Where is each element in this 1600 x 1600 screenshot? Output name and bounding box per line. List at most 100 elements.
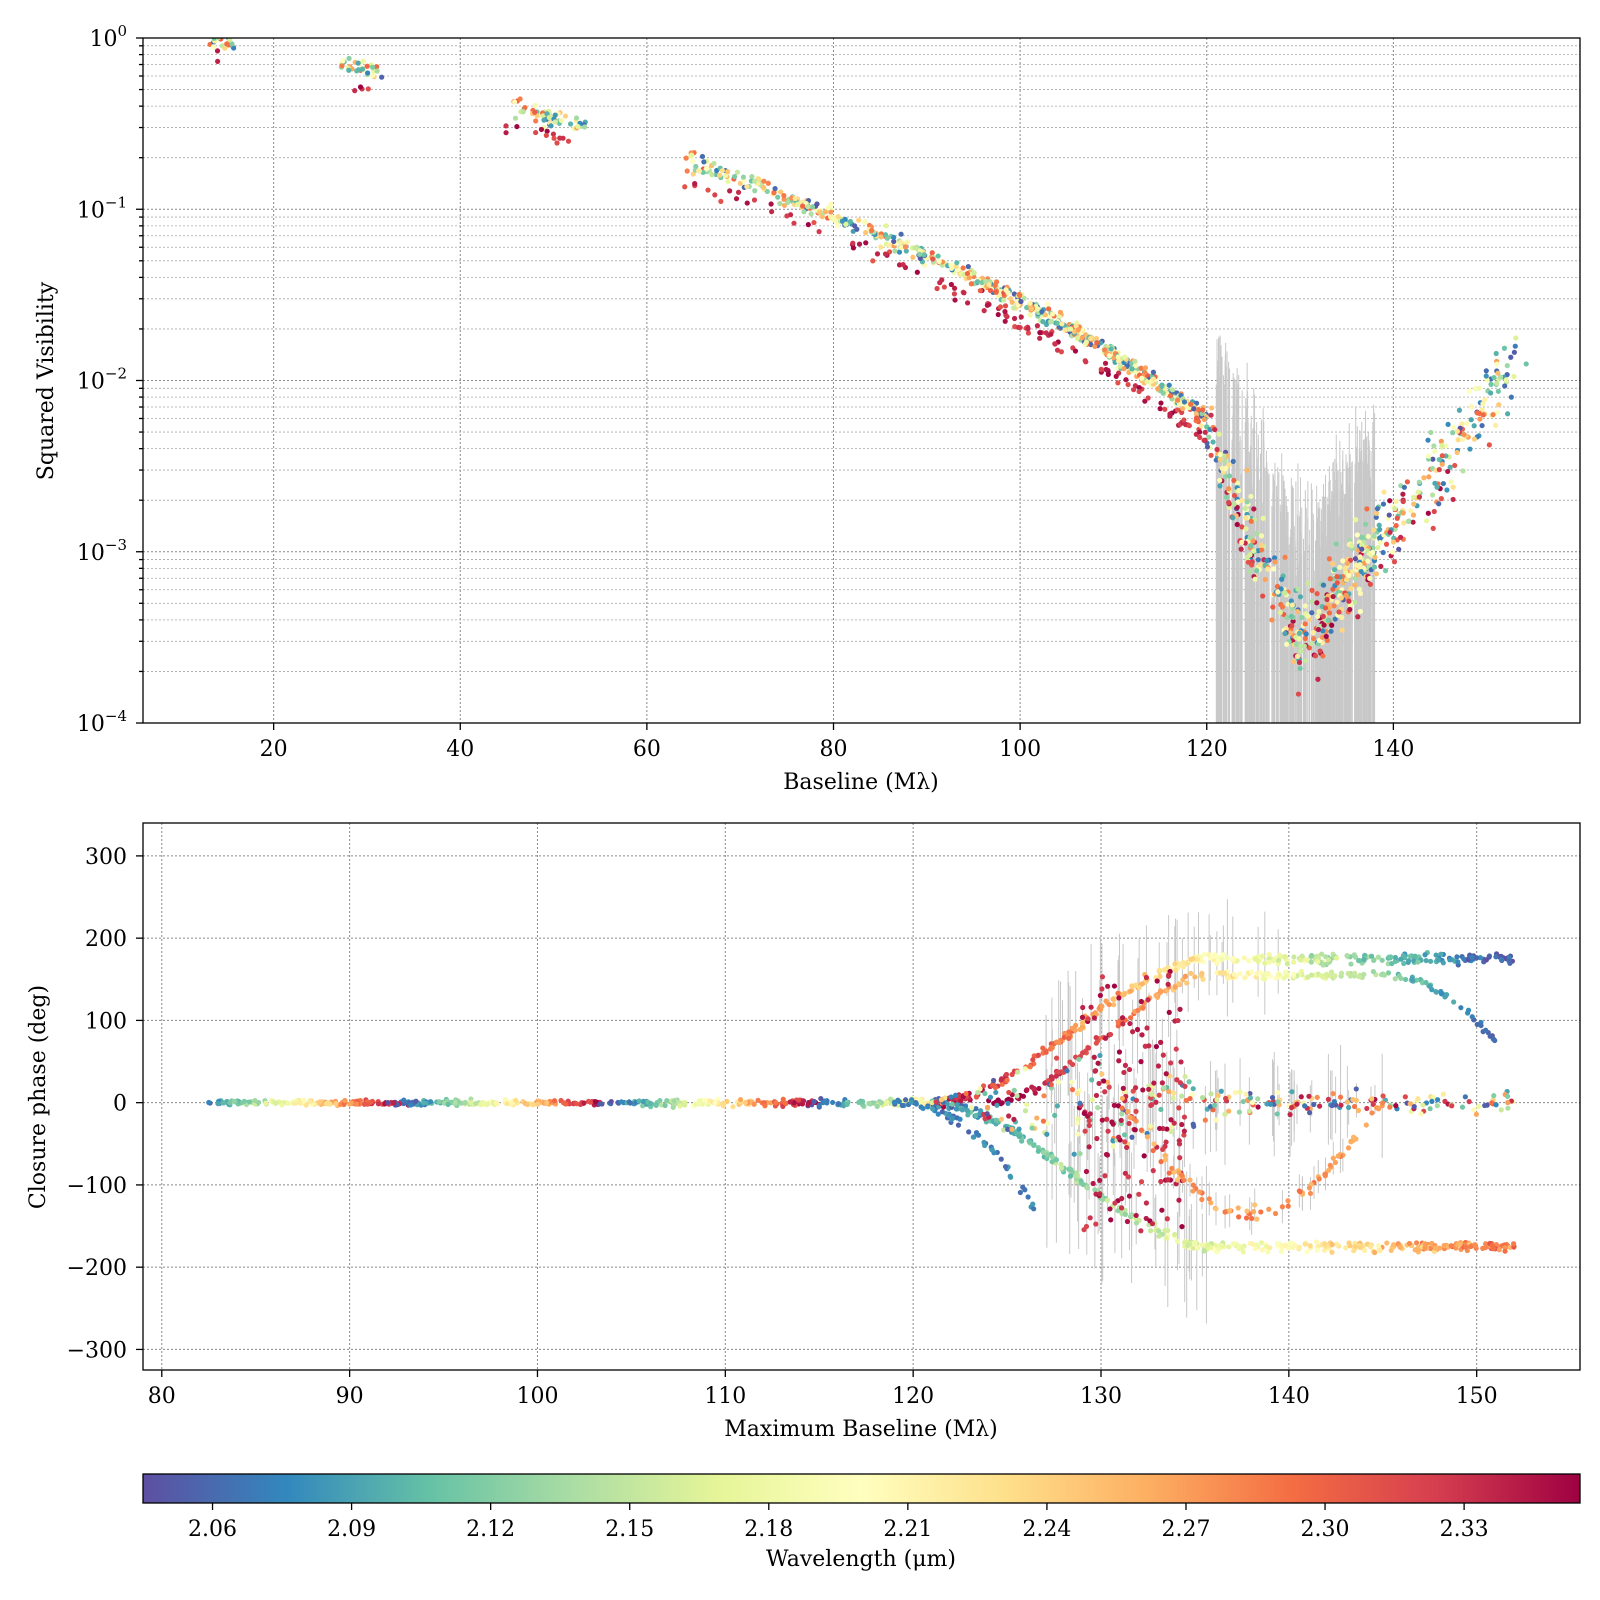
closure-phase-point (1172, 961, 1178, 967)
visibility-point (1239, 524, 1245, 530)
closure-phase-point (800, 1098, 807, 1104)
closure-phase-point (1172, 984, 1178, 990)
closure-phase-point (1258, 1209, 1264, 1215)
visibility-point (960, 265, 966, 271)
visibility-point (1431, 508, 1437, 515)
visibility-point (1217, 477, 1223, 483)
visibility-point (1336, 609, 1342, 615)
visibility-point (1334, 574, 1340, 580)
visibility-point (1494, 409, 1500, 416)
visibility-point (1339, 614, 1345, 621)
visibility-point (862, 219, 868, 226)
closure-phase-point (899, 1102, 905, 1109)
closure-phase-point (1422, 952, 1428, 958)
visibility-point (1323, 633, 1329, 640)
visibility-point (1488, 390, 1494, 396)
closure-phase-point (1227, 1208, 1233, 1214)
visibility-point (1400, 510, 1406, 516)
closure-phase-point (1176, 1141, 1183, 1147)
closure-phase-point (1015, 1069, 1021, 1075)
visibility-point (1197, 434, 1203, 441)
visibility-point (1439, 461, 1445, 467)
closure-phase-point (1102, 1035, 1109, 1041)
visibility-point (769, 209, 775, 215)
closure-phase-frame (142, 822, 1581, 1371)
closure-phase-point (952, 1092, 959, 1098)
visibility-point (1181, 417, 1187, 423)
visibility-point (1115, 380, 1121, 386)
visibility-point (1429, 492, 1436, 498)
closure-phase-x-tick-label: 140 (1268, 1384, 1310, 1409)
visibility-point (1050, 311, 1056, 317)
closure-phase-point (1157, 973, 1163, 980)
visibility-point (1269, 617, 1275, 623)
visibility-point (1456, 407, 1463, 413)
visibility-point (1426, 474, 1432, 480)
closure-phase-point (1133, 1108, 1139, 1115)
closure-phase-point (1409, 976, 1415, 982)
visibility-point (1272, 559, 1278, 565)
closure-phase-point (1124, 1144, 1130, 1151)
visibility-point (792, 195, 798, 202)
visibility-point (1270, 604, 1276, 610)
closure-phase-point (963, 1090, 969, 1097)
closure-phase-point (1314, 1247, 1320, 1253)
closure-phase-point (998, 1156, 1004, 1162)
visibility-point (1278, 586, 1284, 592)
visibility-point (1333, 541, 1339, 547)
visibility-point (1387, 529, 1393, 535)
closure-phase-point (1192, 1239, 1198, 1246)
closure-phase-point (1213, 953, 1219, 959)
closure-phase-point (1035, 1144, 1041, 1151)
closure-phase-point (1029, 1125, 1035, 1131)
closure-phase-point (957, 1116, 963, 1122)
closure-phase-point (1099, 1117, 1105, 1123)
closure-phase-point (1329, 1242, 1335, 1248)
visibility-point (843, 221, 849, 227)
closure-phase-point (1182, 1083, 1188, 1090)
closure-phase-point (699, 1101, 705, 1107)
closure-phase-point (1199, 970, 1205, 976)
closure-phase-point (1361, 971, 1367, 977)
visibility-point (1067, 326, 1074, 332)
visibility-point (705, 187, 711, 193)
closure-phase-point (1237, 971, 1243, 977)
closure-phase-point (1283, 969, 1289, 976)
closure-phase-point (982, 1090, 988, 1097)
visibility-point (781, 192, 787, 199)
closure-phase-point (1330, 1155, 1336, 1161)
visibility-point (1362, 521, 1369, 527)
visibility-point (778, 189, 784, 195)
visibility-point (1357, 608, 1364, 615)
visibility-point (1387, 498, 1393, 504)
visibility-point (1231, 501, 1237, 507)
visibility-point (733, 196, 740, 202)
visibility-point (1378, 563, 1384, 569)
closure-phase-point (1190, 1182, 1196, 1188)
closure-phase-point (1095, 1105, 1101, 1111)
visibility-point (1408, 508, 1414, 514)
visibility-point (744, 200, 750, 206)
visibility-point (1356, 586, 1362, 592)
closure-phase-x-label: Maximum Baseline (Mλ) (724, 1417, 997, 1442)
closure-phase-point (1116, 1049, 1123, 1055)
closure-phase-point (973, 1130, 980, 1136)
closure-phase-point (1166, 1088, 1172, 1095)
visibility-point (1319, 634, 1325, 640)
closure-phase-point (1014, 1093, 1020, 1099)
closure-phase-point (1156, 1092, 1162, 1098)
visibility-point (365, 86, 371, 92)
visibility-point (364, 63, 370, 69)
closure-phase-point (421, 1100, 427, 1106)
closure-phase-point (1402, 976, 1409, 983)
closure-phase-point (1099, 1003, 1105, 1009)
closure-phase-point (1115, 990, 1121, 996)
closure-phase-point (1434, 1097, 1441, 1103)
visibility-point (1342, 565, 1348, 572)
closure-phase-grid (143, 823, 1580, 1370)
closure-phase-point (1153, 1043, 1160, 1050)
closure-phase-point (730, 1104, 736, 1110)
closure-phase-point (1315, 959, 1321, 965)
visibility-point (1088, 335, 1094, 342)
closure-phase-point (1082, 1128, 1088, 1134)
